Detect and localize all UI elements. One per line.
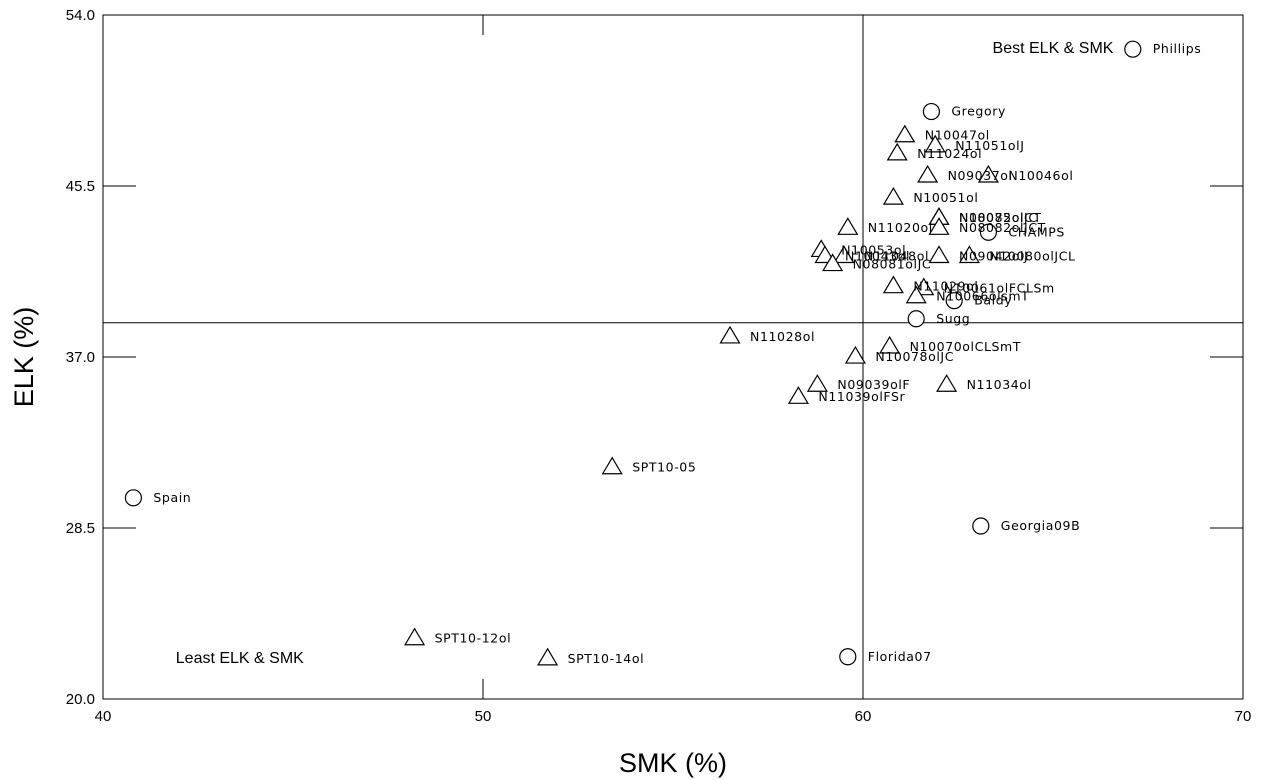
point-label: SPT10-05	[632, 460, 696, 475]
point-label: N10043ol	[845, 248, 910, 263]
point-label: Sugg	[936, 311, 970, 326]
point-label: N10046ol	[1008, 168, 1073, 183]
y-tick-label: 45.5	[66, 178, 95, 195]
point-label: N10078olJC	[875, 349, 954, 364]
triangle-marker	[719, 325, 741, 344]
x-tick-label: 60	[855, 708, 872, 725]
point-label: N10082olJC	[959, 210, 1038, 225]
data-points	[124, 40, 1142, 666]
point-label: N10080olJCL	[989, 248, 1075, 263]
x-axis-title: SMK (%)	[619, 748, 727, 778]
y-tick-label: 54.0	[66, 7, 95, 24]
circle-marker	[972, 517, 990, 535]
point-label: CHAMPS	[1008, 224, 1065, 239]
point-label: N08082olJCT	[959, 220, 1046, 235]
circle-marker	[124, 489, 142, 507]
point-label: N11051olJ	[955, 138, 1024, 153]
point-label: N10051ol	[913, 190, 978, 205]
point-label: Gregory	[951, 104, 1006, 119]
triangle-marker	[924, 134, 946, 153]
point-label: Spain	[153, 490, 191, 505]
point-label: N09037ol	[948, 168, 1013, 183]
point-label: N10047ol	[925, 128, 990, 143]
point-label: N11028ol	[750, 329, 815, 344]
point-label: SPT10-12ol	[435, 631, 512, 646]
point-label: N10061olFCLSm	[944, 281, 1055, 296]
triangle-marker	[537, 647, 559, 666]
triangle-marker	[601, 456, 623, 475]
point-label: SPT10-14ol	[568, 651, 645, 666]
x-tick-label: 50	[475, 708, 492, 725]
quadrant-label-least: Least ELK & SMK	[176, 650, 304, 667]
point-label: N10053ol	[841, 242, 906, 257]
tick-labels: 40 50 60 70 20.0 28.5 37.0 45.5 54.0	[66, 7, 1252, 725]
triangle-marker	[882, 275, 904, 294]
circle-marker	[945, 292, 963, 310]
point-label: N11039olFSr	[818, 389, 905, 404]
point-label: N08075olCT	[959, 210, 1042, 225]
point-label: N11024ol	[917, 146, 982, 161]
triangle-marker	[886, 142, 908, 161]
triangle-marker	[928, 245, 950, 264]
point-label: N08081olJC	[853, 256, 932, 271]
triangle-marker	[936, 374, 958, 392]
x-tick-label: 70	[1235, 708, 1252, 725]
point-label: N11034ol	[967, 377, 1032, 392]
triangle-marker	[905, 285, 927, 304]
quadrant-label-best: Best ELK & SMK	[993, 40, 1114, 57]
circle-marker	[907, 310, 925, 328]
triangle-marker	[404, 627, 426, 646]
plot-area	[102, 14, 1244, 700]
triangle-marker	[837, 217, 859, 235]
x-tick-label: 40	[95, 708, 112, 725]
point-label: N11029ol	[913, 279, 978, 294]
triangle-marker	[879, 335, 901, 354]
triangle-marker	[928, 217, 950, 235]
triangle-marker	[958, 245, 980, 264]
point-label: Georgia09B	[1001, 518, 1081, 533]
axis-ticks	[103, 15, 1243, 699]
triangle-marker	[806, 374, 828, 392]
point-label: N09042olJ	[959, 248, 1028, 263]
triangle-marker	[917, 164, 939, 183]
y-tick-label: 20.0	[66, 691, 95, 708]
y-tick-label: 28.5	[66, 520, 95, 537]
point-label: N10066olsmT	[936, 289, 1029, 304]
circle-marker	[979, 223, 998, 241]
circle-marker	[922, 102, 941, 121]
point-label: Phillips	[1153, 41, 1202, 56]
point-label: N11048ol	[864, 248, 929, 263]
y-axis-title: ELK (%)	[9, 307, 39, 408]
reference-lines	[103, 15, 1243, 699]
point-label: Baldy	[974, 293, 1012, 308]
triangle-marker	[822, 253, 844, 272]
point-label: N10070olCLSmT	[910, 339, 1021, 354]
point-label: Florida07	[868, 649, 932, 664]
triangle-marker	[787, 386, 809, 404]
circle-marker	[839, 648, 857, 666]
triangle-marker	[894, 124, 916, 143]
circle-marker	[1124, 40, 1142, 58]
triangle-marker	[844, 345, 866, 364]
point-label: N09039olF	[837, 377, 910, 392]
point-label: N11020ol	[868, 220, 933, 235]
y-tick-label: 37.0	[66, 349, 95, 366]
triangle-marker	[833, 245, 855, 264]
point-labels: Phillips Gregory CHAMPS Baldy Sugg Georgia09B…	[153, 41, 1202, 666]
triangle-marker	[882, 186, 904, 205]
triangle-marker	[977, 164, 999, 183]
